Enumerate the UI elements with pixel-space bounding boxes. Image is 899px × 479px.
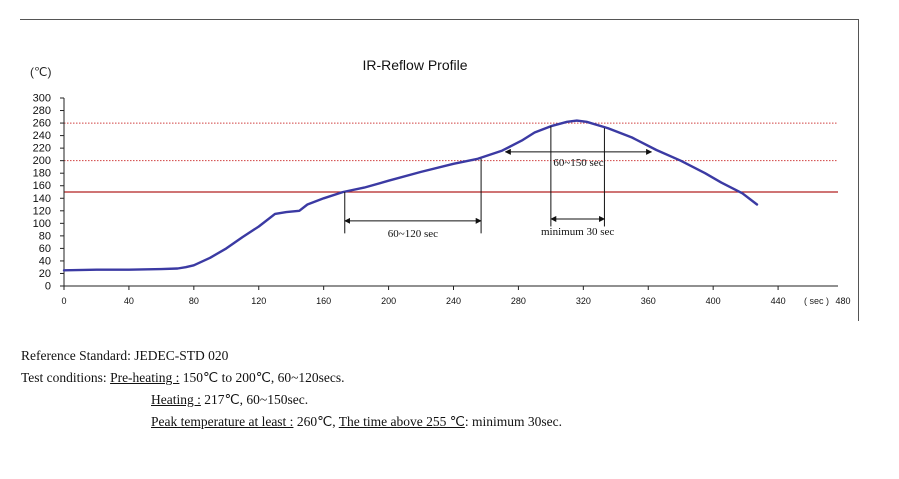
y-tick-label-180: 180 [33,168,51,180]
y-tick-label-40: 40 [39,255,51,267]
y-axis-unit: (℃) [30,65,51,79]
reflow-chart: IR-Reflow Profile(℃)( sec )0204060801001… [30,57,851,306]
y-tick-label-120: 120 [33,205,51,217]
x-tick-label-360: 360 [641,296,656,306]
x-tick-label-160: 160 [316,296,331,306]
annotation-label-3: minimum 30 sec [541,226,614,238]
y-tick-label-0: 0 [45,281,51,293]
y-tick-label-80: 80 [39,230,51,242]
x-tick-label-480: 480 [835,296,850,306]
x-tick-label-320: 320 [576,296,591,306]
x-tick-label-400: 400 [706,296,721,306]
x-tick-label-120: 120 [251,296,266,306]
preheat-label: Pre-heating : [110,370,180,385]
peak-row: Peak temperature at least : 260℃, The ti… [21,411,562,433]
x-tick-label-0: 0 [61,296,66,306]
y-tick-label-200: 200 [33,155,51,167]
time-above-value: : minimum 30sec. [464,414,563,429]
x-tick-label-200: 200 [381,296,396,306]
y-tick-label-100: 100 [33,218,51,230]
y-tick-label-300: 300 [33,93,51,105]
test-conditions-row: Test conditions: Pre-heating : 150℃ to 2… [21,367,562,389]
peak-label: Peak temperature at least : [151,414,294,429]
annotation-label-1: 60~120 sec [388,228,438,240]
time-above-label: The time above 255 ℃ [338,414,465,429]
y-tick-label-20: 20 [39,268,51,280]
chart-frame [20,19,859,321]
peak-value: 260℃, [296,414,336,429]
x-tick-label-40: 40 [124,296,134,306]
y-tick-label-260: 260 [33,118,51,130]
heating-row: Heating : 217℃, 60~150sec. [21,389,562,411]
profile-line [62,119,759,272]
annotation-label-2: 60~150 sec [553,157,603,169]
reference-standard: Reference Standard: JEDEC-STD 020 [21,348,229,363]
x-tick-label-240: 240 [446,296,461,306]
y-tick-label-280: 280 [33,105,51,117]
x-axis-unit: ( sec ) [804,296,829,306]
x-tick-label-280: 280 [511,296,526,306]
y-tick-label-220: 220 [33,143,51,155]
test-notes: Reference Standard: JEDEC-STD 020 Test c… [21,345,562,433]
y-tick-label-160: 160 [33,180,51,192]
heating-label: Heating : [151,392,201,407]
y-tick-label-140: 140 [33,193,51,205]
x-tick-label-80: 80 [189,296,199,306]
y-tick-label-240: 240 [33,130,51,142]
test-conditions-label: Test conditions: [21,370,107,385]
y-tick-label-60: 60 [39,243,51,255]
preheat-value: 150℃ to 200℃, 60~120secs. [182,370,345,385]
x-tick-label-440: 440 [771,296,786,306]
chart-title: IR-Reflow Profile [362,57,467,73]
heating-value: 217℃, 60~150sec. [204,392,309,407]
